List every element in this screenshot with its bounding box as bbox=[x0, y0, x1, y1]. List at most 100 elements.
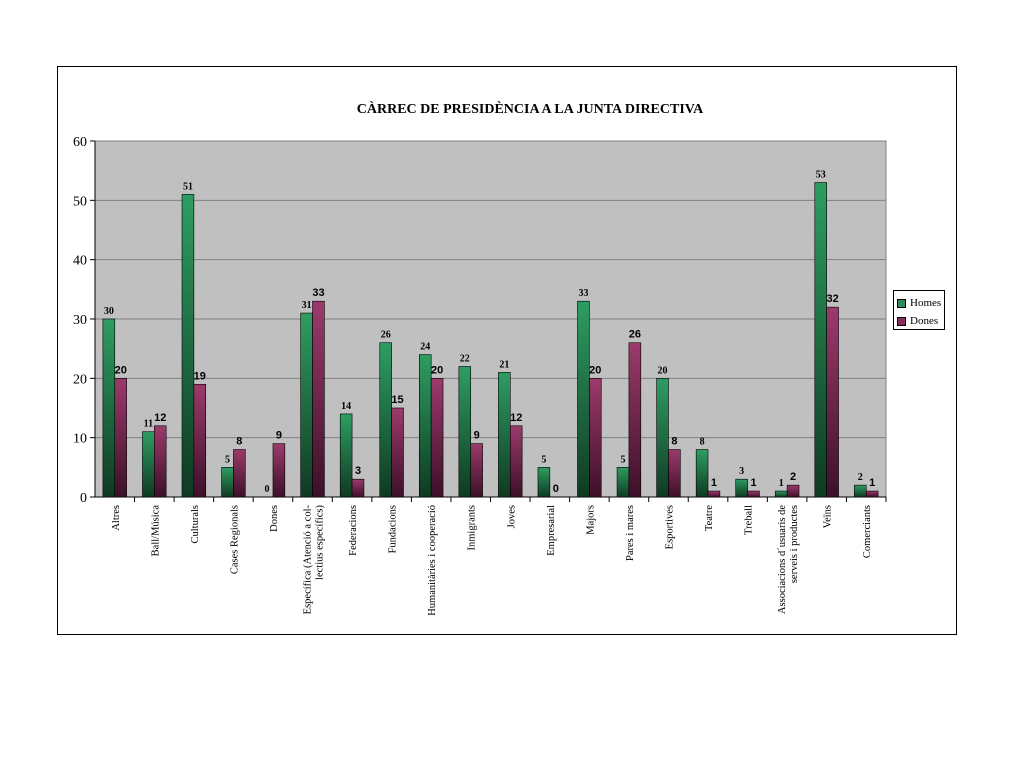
x-tick-label-line: Altres bbox=[111, 505, 122, 531]
data-label-homes: 11 bbox=[144, 419, 153, 430]
bar-homes bbox=[656, 378, 669, 498]
x-tick-label-line: Pares i mares bbox=[625, 505, 636, 561]
bar-homes bbox=[695, 449, 709, 498]
data-label-dones: 33 bbox=[312, 287, 324, 299]
x-tick-label: Pares i mares bbox=[625, 505, 636, 561]
x-tick-label-line: Esportives bbox=[664, 505, 675, 549]
legend: Homes Dones bbox=[893, 290, 945, 330]
bar-dones bbox=[628, 342, 642, 498]
data-label-dones: 9 bbox=[276, 430, 282, 442]
bar-dones bbox=[707, 490, 721, 498]
x-tick-label: Treball bbox=[744, 505, 755, 535]
bar-homes bbox=[537, 467, 551, 498]
data-label-dones: 12 bbox=[154, 412, 166, 424]
x-tick-label-line: Específica (Atenció a col- bbox=[303, 505, 314, 615]
bar-homes bbox=[735, 478, 748, 498]
x-tick-label-line: lectius específics) bbox=[315, 505, 326, 580]
data-label-homes: 8 bbox=[700, 437, 705, 448]
data-label-homes: 30 bbox=[104, 306, 114, 317]
data-label-dones: 20 bbox=[431, 364, 443, 376]
bar-homes bbox=[814, 182, 827, 498]
x-tick-label: Dones bbox=[269, 505, 280, 532]
x-tick-label: Associacions d´usuaris deserveis i produ… bbox=[777, 505, 800, 614]
x-tick-label: Veïns bbox=[823, 505, 834, 528]
x-tick-label-line: Culturals bbox=[190, 505, 201, 544]
data-label-dones: 20 bbox=[115, 364, 127, 376]
y-tick-label: 60 bbox=[73, 135, 87, 150]
data-label-dones: 1 bbox=[869, 477, 875, 489]
bar-homes bbox=[181, 194, 195, 498]
x-tick-label: Fundacions bbox=[388, 505, 399, 553]
x-tick-label: Altres bbox=[111, 505, 122, 531]
bar-homes bbox=[221, 467, 234, 498]
bar-dones bbox=[391, 407, 404, 498]
bar-dones bbox=[865, 490, 879, 498]
bar-dones bbox=[509, 425, 523, 498]
legend-label-homes: Homes bbox=[910, 297, 942, 309]
bar-dones bbox=[312, 300, 325, 498]
bar-homes bbox=[616, 467, 630, 498]
x-tick-label-line: Fundacions bbox=[388, 505, 399, 553]
bar-dones bbox=[747, 490, 760, 498]
legend-swatch-homes bbox=[897, 298, 906, 308]
data-label-homes: 14 bbox=[341, 401, 351, 412]
x-tick-label-line: Veïns bbox=[823, 505, 834, 528]
data-label-dones: 19 bbox=[194, 370, 206, 382]
legend-item-homes: Homes bbox=[897, 294, 944, 312]
x-tick-label-line: Ball/Música bbox=[150, 505, 161, 557]
x-tick-label-line: Majors bbox=[585, 505, 596, 535]
bar-homes bbox=[458, 366, 472, 498]
bar-homes bbox=[142, 431, 155, 498]
data-label-dones: 8 bbox=[671, 436, 677, 448]
x-tick-label: Inmigrants bbox=[467, 505, 478, 551]
y-tick-label: 20 bbox=[73, 372, 87, 387]
legend-label-dones: Dones bbox=[910, 315, 939, 327]
bar-homes bbox=[102, 318, 116, 498]
bar-homes bbox=[498, 372, 511, 498]
x-tick-label-line: serveis i productes bbox=[789, 505, 800, 583]
y-tick-label: 50 bbox=[73, 194, 87, 209]
bar-dones bbox=[193, 383, 207, 498]
x-tick-label-line: Comerciants bbox=[862, 505, 873, 558]
bar-homes bbox=[300, 312, 313, 498]
data-label-homes: 24 bbox=[420, 342, 430, 353]
bar-dones bbox=[470, 443, 483, 498]
data-label-homes: 0 bbox=[265, 484, 270, 495]
bar-homes bbox=[774, 490, 788, 498]
data-label-homes: 3 bbox=[739, 466, 744, 477]
data-label-dones: 15 bbox=[391, 394, 403, 406]
data-label-dones: 32 bbox=[826, 293, 838, 305]
data-label-dones: 2 bbox=[790, 471, 796, 483]
bar-dones bbox=[826, 306, 839, 498]
x-tick-label: Majors bbox=[585, 505, 596, 535]
x-tick-label: Ball/Música bbox=[150, 505, 161, 557]
data-label-homes: 22 bbox=[460, 353, 470, 364]
x-tick-label-line: Joves bbox=[506, 505, 517, 528]
x-tick-label: Empresarial bbox=[546, 505, 557, 556]
data-label-dones: 3 bbox=[355, 465, 361, 477]
x-tick-label-line: Empresarial bbox=[546, 505, 557, 556]
bar-homes bbox=[379, 342, 392, 498]
data-label-dones: 1 bbox=[711, 477, 717, 489]
legend-swatch-dones bbox=[897, 316, 906, 326]
x-tick-label-line: Associacions d´usuaris de bbox=[777, 505, 788, 614]
bar-homes bbox=[419, 354, 432, 498]
x-tick-label: Cases Regionals bbox=[229, 505, 240, 574]
data-label-homes: 1 bbox=[779, 478, 784, 489]
data-label-homes: 20 bbox=[658, 365, 668, 376]
data-label-homes: 5 bbox=[620, 454, 625, 465]
x-tick-label-line: Dones bbox=[269, 505, 280, 532]
data-label-homes: 2 bbox=[858, 472, 863, 483]
bar-dones bbox=[233, 449, 246, 498]
data-label-homes: 33 bbox=[578, 288, 588, 299]
bar-dones bbox=[154, 425, 167, 498]
x-tick-label: Humanitàries i cooperació bbox=[427, 505, 438, 616]
data-label-dones: 20 bbox=[589, 364, 601, 376]
y-tick-label: 30 bbox=[73, 313, 87, 328]
x-tick-label: Culturals bbox=[190, 505, 201, 544]
data-label-dones: 26 bbox=[629, 329, 641, 341]
bar-homes bbox=[577, 300, 590, 498]
x-tick-label-line: Inmigrants bbox=[467, 505, 478, 551]
data-label-dones: 12 bbox=[510, 412, 522, 424]
